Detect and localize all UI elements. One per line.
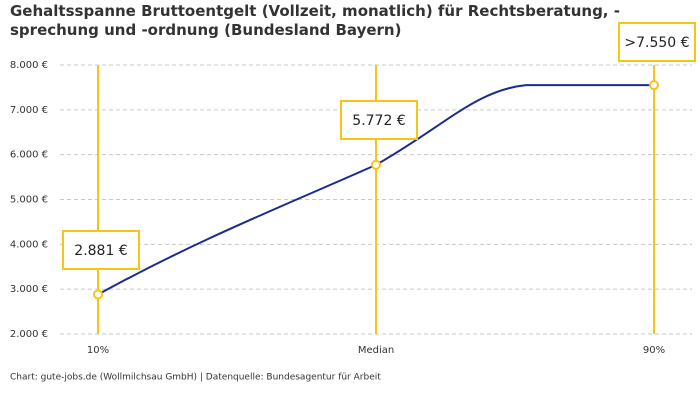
value-label: >7.550 €: [624, 35, 689, 51]
y-tick-label: 2.000 €: [10, 329, 48, 340]
x-tick-label: 10%: [87, 345, 109, 356]
data-line: [97, 84, 654, 296]
source-note: Chart: gute-jobs.de (Wollmilchsau GmbH) …: [10, 373, 381, 383]
y-tick-label: 6.000 €: [10, 150, 48, 161]
x-tick-label: 90%: [643, 345, 665, 356]
y-tick-label: 8.000 €: [10, 60, 48, 71]
data-point: [371, 159, 381, 170]
value-label-box: [340, 100, 418, 140]
value-label-box: [62, 230, 140, 270]
value-label: 2.881 €: [74, 243, 127, 259]
x-tick-label: Median: [358, 345, 394, 356]
value-label-box: [618, 22, 696, 62]
value-label: 5.772 €: [352, 113, 405, 129]
data-point: [649, 80, 659, 91]
data-point: [93, 289, 103, 300]
y-tick-label: 7.000 €: [10, 105, 48, 116]
y-tick-label: 5.000 €: [10, 195, 48, 206]
y-tick-label: 4.000 €: [10, 239, 48, 250]
y-tick-label: 3.000 €: [10, 284, 48, 295]
chart-title: Gehaltsspanne Bruttoentgelt (Vollzeit, m…: [10, 2, 620, 39]
